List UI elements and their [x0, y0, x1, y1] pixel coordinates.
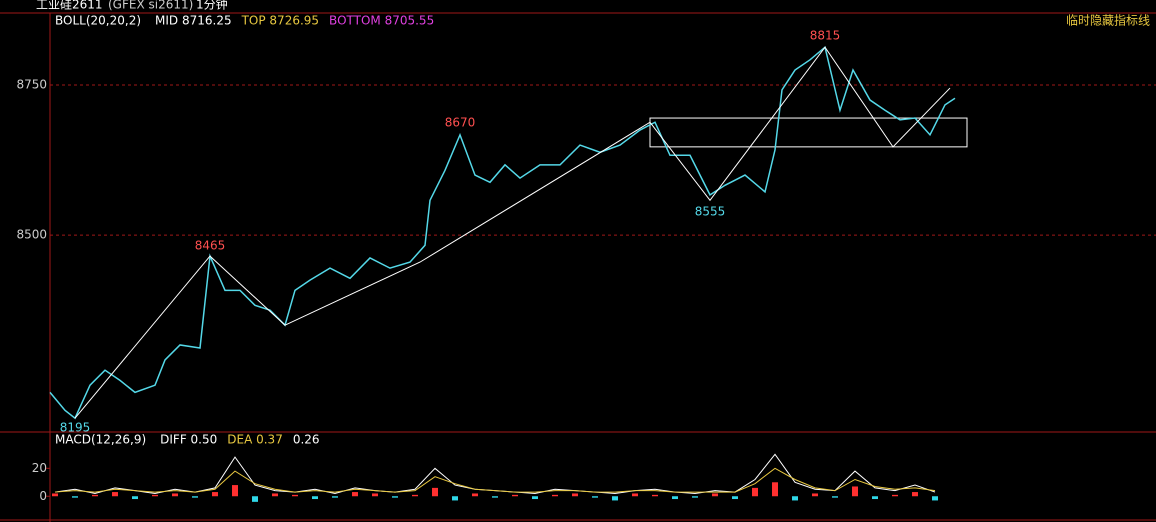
histogram-bar: [92, 494, 98, 497]
histogram-bar: [532, 496, 538, 500]
y-tick-label: 8500: [16, 228, 47, 242]
histogram-bar: [372, 493, 378, 497]
histogram-bar: [512, 494, 518, 497]
histogram-bar: [72, 496, 78, 498]
series-line: [49, 45, 956, 420]
hide-indicators[interactable]: 临时隐藏指标线: [1066, 13, 1150, 28]
histogram-bar: [452, 496, 458, 501]
histogram-bar: [852, 486, 858, 497]
histogram-bar: [712, 493, 718, 497]
histogram-bar: [332, 496, 338, 498]
code: (GFEX si2611): [108, 0, 193, 12]
histogram-bar: [632, 493, 638, 497]
histogram-bar: [732, 496, 738, 500]
indicator-value: DIFF 0.50: [160, 433, 217, 447]
histogram-bar: [692, 496, 698, 498]
histogram-bar: [252, 496, 258, 502]
series-line: [54, 453, 936, 494]
pivot-label: 8195: [60, 421, 91, 435]
histogram-bar: [152, 494, 158, 497]
histogram-bar: [52, 493, 58, 497]
symbol[interactable]: 工业硅2611: [36, 0, 103, 12]
histogram-bar: [552, 494, 558, 497]
y-tick-label: 20: [32, 461, 47, 475]
pivot-label: 8465: [195, 239, 226, 253]
histogram-bar: [132, 496, 138, 500]
y-tick-label: 8750: [16, 78, 47, 92]
indicator-value: MID 8716.25: [155, 14, 232, 28]
histogram-bar: [472, 493, 478, 497]
histogram-bar: [592, 496, 598, 498]
indicator-value: TOP 8726.95: [241, 14, 319, 28]
indicator-name: BOLL(20,20,2): [55, 14, 141, 28]
histogram-bar: [672, 496, 678, 500]
histogram-bar: [232, 485, 238, 497]
histogram-bar: [572, 493, 578, 497]
histogram-bar: [392, 496, 398, 498]
indicator-value: DEA 0.37: [227, 433, 283, 447]
histogram-bar: [492, 496, 498, 498]
indicator-value: BOTTOM 8705.55: [329, 14, 434, 28]
pivot-label: 8555: [695, 205, 726, 219]
histogram-bar: [832, 496, 838, 498]
histogram-bar: [432, 487, 438, 497]
histogram-bar: [612, 496, 618, 501]
indicator-value: 0.26: [293, 433, 320, 447]
histogram-bar: [912, 492, 918, 497]
histogram-bar: [212, 492, 218, 497]
indicator-name: MACD(12,26,9): [55, 433, 146, 447]
histogram-bar: [312, 496, 318, 500]
histogram-bar: [652, 494, 658, 497]
histogram-bar: [112, 492, 118, 497]
histogram-bar: [352, 492, 358, 497]
histogram-bar: [292, 494, 298, 497]
histogram-bar: [752, 487, 758, 497]
histogram-bar: [872, 496, 878, 500]
histogram-bar: [272, 493, 278, 497]
histogram-bar: [892, 494, 898, 497]
histogram-bar: [812, 493, 818, 497]
histogram-bar: [412, 494, 418, 497]
period[interactable]: 1分钟: [196, 0, 228, 12]
box: [649, 117, 968, 148]
pivot-label: 8815: [810, 29, 841, 43]
histogram-bar: [192, 496, 198, 498]
pivot-label: 8670: [445, 116, 476, 130]
histogram-bar: [172, 493, 178, 497]
series-line: [54, 467, 936, 493]
y-tick-label: 0: [39, 489, 47, 503]
series-line: [74, 46, 951, 419]
histogram-bar: [772, 482, 778, 497]
histogram-bar: [932, 496, 938, 501]
histogram-bar: [792, 496, 798, 501]
